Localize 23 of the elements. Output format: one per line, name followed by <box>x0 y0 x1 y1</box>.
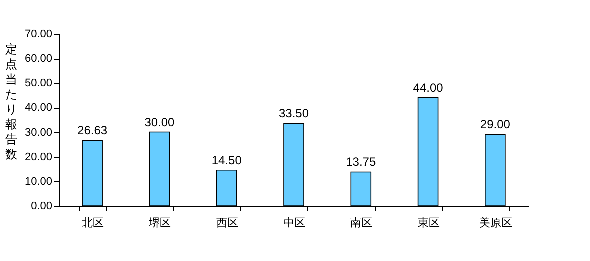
data-label: 13.75 <box>346 155 376 170</box>
data-label: 26.63 <box>78 124 108 138</box>
data-label: 29.00 <box>480 118 511 132</box>
x-tick-label: 西区 <box>216 216 238 230</box>
y-tick-label: 20.00 <box>24 151 52 164</box>
data-label: 14.50 <box>212 153 242 168</box>
data-label: 44.00 <box>413 80 444 95</box>
y-tick-label: 10.00 <box>24 176 52 188</box>
y-tick-label: 0.00 <box>31 200 52 212</box>
y-tick-label: 60.00 <box>24 53 52 66</box>
x-tick-label: 中区 <box>284 216 306 230</box>
y-tick-label: 50.00 <box>24 78 52 90</box>
y-tick-label: 30.00 <box>24 126 52 139</box>
x-tick-label: 美原区 <box>479 216 512 230</box>
x-tick-label: 南区 <box>350 216 373 230</box>
x-tick-label: 北区 <box>82 216 104 230</box>
y-tick-label: 40.00 <box>24 102 52 114</box>
data-label: 33.50 <box>278 106 310 121</box>
x-tick-label: 東区 <box>418 216 440 230</box>
x-tick-label: 堺区 <box>148 216 172 230</box>
y-tick-label: 70.00 <box>24 28 52 40</box>
data-label: 30.00 <box>144 115 176 130</box>
y-axis-title: 定点当たり報告数 <box>6 42 18 162</box>
